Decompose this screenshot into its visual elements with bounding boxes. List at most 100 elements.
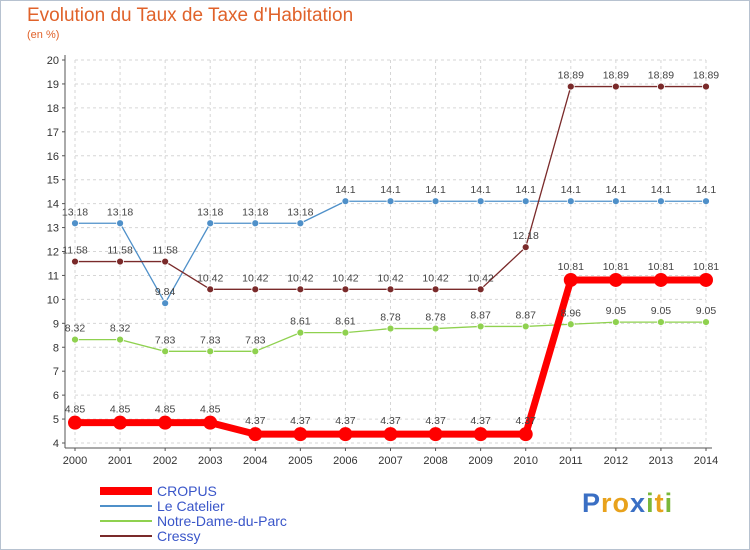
data-label: 13.18 [287, 206, 313, 218]
data-label: 8.61 [290, 316, 311, 328]
data-label: 11.58 [152, 245, 178, 257]
legend-swatch [100, 535, 152, 537]
data-label: 10.42 [468, 272, 494, 284]
data-point [566, 197, 575, 206]
data-point [116, 257, 124, 266]
data-point [71, 219, 79, 228]
data-label: 7.83 [245, 334, 266, 346]
data-label: 13.18 [197, 206, 223, 218]
legend-label: CROPUS [157, 483, 217, 499]
x-tick-label: 2007 [378, 455, 402, 467]
data-point [113, 415, 128, 430]
data-label: 8.87 [470, 309, 491, 321]
y-tick-label: 10 [47, 294, 59, 306]
data-point [431, 285, 440, 294]
data-label: 14.1 [696, 184, 717, 196]
data-point [608, 272, 623, 287]
x-tick-label: 2013 [649, 455, 673, 467]
y-tick-label: 9 [53, 318, 59, 330]
data-label: 11.58 [107, 245, 133, 257]
data-label: 10.42 [332, 272, 358, 284]
chart-subtitle: (en %) [27, 29, 60, 41]
data-label: 18.89 [693, 70, 719, 82]
data-label: 8.32 [110, 323, 131, 335]
brand-logo: Proxiti [582, 488, 673, 519]
data-label: 4.85 [155, 404, 176, 416]
data-point [702, 82, 710, 91]
data-point [657, 197, 665, 206]
brand-letter: r [601, 488, 613, 518]
data-point [431, 324, 440, 333]
data-point [476, 197, 485, 206]
y-tick-label: 8 [53, 342, 59, 354]
legend-label: Notre-Dame-du-Parc [157, 513, 287, 529]
data-point [657, 318, 665, 327]
brand-letter: x [630, 488, 647, 518]
y-tick-label: 17 [47, 127, 59, 139]
x-tick-label: 2009 [468, 455, 492, 467]
legend-swatch [100, 487, 152, 495]
data-label: 13.18 [62, 206, 88, 218]
data-label: 11.58 [62, 245, 88, 257]
data-label: 10.42 [422, 272, 448, 284]
brand-letter: i [664, 488, 674, 518]
data-label: 18.89 [558, 70, 584, 82]
brand-letter: P [582, 488, 602, 518]
data-point [521, 197, 530, 206]
data-point [341, 197, 350, 206]
data-point [699, 272, 713, 287]
y-tick-label: 20 [47, 55, 59, 67]
legend-swatch [100, 520, 152, 522]
data-point [116, 219, 124, 228]
x-tick-label: 2005 [288, 455, 312, 467]
data-point [203, 415, 218, 430]
data-label: 14.1 [606, 184, 627, 196]
data-point [206, 347, 215, 356]
y-tick-label: 19 [47, 79, 59, 91]
data-point [566, 320, 575, 329]
y-tick-label: 6 [53, 390, 59, 402]
data-point [206, 219, 215, 228]
data-label: 18.89 [648, 70, 674, 82]
data-label: 4.85 [200, 404, 221, 416]
chart-title: Evolution du Taux de Taxe d'Habitation [27, 5, 354, 26]
data-label: 8.87 [515, 309, 536, 321]
data-label: 4.85 [110, 404, 131, 416]
data-label: 4.37 [425, 415, 446, 427]
x-tick-label: 2014 [694, 455, 718, 467]
data-point [251, 219, 260, 228]
data-point [161, 347, 170, 356]
data-point [386, 197, 395, 206]
data-label: 14.1 [561, 184, 582, 196]
data-point [473, 427, 488, 442]
data-label: 9.05 [606, 305, 627, 317]
data-point [476, 322, 485, 331]
data-point [158, 415, 173, 430]
data-label: 9.84 [155, 286, 176, 298]
y-tick-label: 5 [53, 414, 59, 426]
data-point [702, 318, 710, 327]
data-label: 10.42 [242, 272, 268, 284]
data-label: 18.89 [603, 70, 629, 82]
x-tick-label: 2001 [108, 455, 132, 467]
data-point [251, 285, 260, 294]
x-tick-label: 2002 [153, 455, 177, 467]
data-label: 7.83 [155, 334, 176, 346]
data-point [521, 243, 530, 252]
data-label: 7.83 [200, 334, 221, 346]
series-lines [68, 82, 713, 442]
legend-label: Cressy [157, 528, 201, 544]
data-point [338, 427, 353, 442]
data-label: 9.05 [651, 305, 672, 317]
x-tick-label: 2011 [559, 455, 583, 467]
data-label: 8.96 [561, 307, 582, 319]
y-tick-label: 16 [47, 151, 59, 163]
data-point [383, 427, 398, 442]
x-tick-label: 2004 [243, 455, 267, 467]
data-point [431, 197, 440, 206]
data-point [611, 318, 620, 327]
data-point [521, 322, 530, 331]
data-point [386, 324, 395, 333]
y-tick-label: 15 [47, 175, 59, 187]
data-label: 8.78 [380, 312, 401, 324]
